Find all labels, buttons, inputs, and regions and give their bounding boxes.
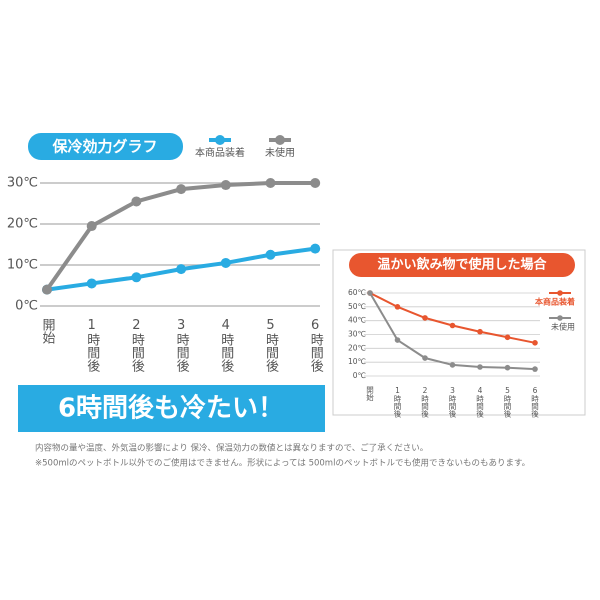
x-tick-label: 3時間後 bbox=[174, 318, 190, 372]
point bbox=[449, 362, 456, 368]
y-tick-label: 30℃ bbox=[348, 330, 366, 339]
point bbox=[504, 364, 511, 371]
point bbox=[422, 355, 428, 361]
x-tick-label: 開始 bbox=[40, 318, 56, 344]
banner: 6時間後も冷たい！ bbox=[58, 393, 284, 424]
y-tick-label: 30℃ bbox=[7, 176, 38, 191]
legend-label: 未使用 bbox=[551, 322, 575, 332]
point bbox=[131, 196, 142, 207]
point bbox=[477, 364, 483, 370]
title-pill bbox=[28, 133, 183, 160]
y-tick-label: 20℃ bbox=[348, 343, 366, 352]
point bbox=[265, 178, 276, 188]
title-pill bbox=[349, 253, 575, 277]
legend-label: 本商品装着 bbox=[195, 146, 245, 159]
x-tick-label: 5時間後 bbox=[503, 386, 512, 418]
legend-dot bbox=[557, 315, 563, 321]
point bbox=[42, 284, 52, 295]
x-tick-label: 4時間後 bbox=[218, 318, 234, 372]
point bbox=[86, 278, 97, 289]
point bbox=[310, 243, 321, 254]
chart-title: 保冷効力グラフ bbox=[51, 138, 157, 156]
point bbox=[176, 184, 187, 195]
point bbox=[131, 272, 142, 283]
point bbox=[449, 322, 456, 329]
legend-dot bbox=[557, 290, 563, 296]
x-tick-label: 開始 bbox=[365, 386, 374, 403]
point bbox=[86, 221, 97, 232]
point bbox=[394, 304, 401, 310]
note: ※500mlのペットボトル以外でのご使用はできません。形状によっては 500ml… bbox=[35, 458, 530, 469]
legend-dot bbox=[275, 135, 285, 145]
point bbox=[504, 334, 511, 341]
chart-title: 温かい飲み物で使用した場合 bbox=[377, 257, 547, 273]
y-tick-label: 10℃ bbox=[348, 357, 366, 366]
point bbox=[532, 366, 538, 372]
banner-box bbox=[18, 385, 325, 432]
x-tick-label: 6時間後 bbox=[530, 386, 539, 418]
y-tick-label: 20℃ bbox=[7, 217, 38, 232]
y-tick-label: 0℃ bbox=[15, 299, 38, 314]
x-tick-label: 1時間後 bbox=[84, 318, 100, 372]
point bbox=[367, 290, 373, 296]
x-tick-label: 5時間後 bbox=[263, 318, 279, 372]
point bbox=[220, 180, 231, 191]
x-tick-label: 6時間後 bbox=[308, 318, 324, 372]
point bbox=[394, 337, 401, 343]
y-tick-label: 0℃ bbox=[353, 371, 366, 380]
point bbox=[310, 178, 321, 188]
y-tick-label: 50℃ bbox=[348, 302, 366, 311]
point bbox=[265, 249, 276, 260]
legend-label: 本商品装着 bbox=[534, 297, 575, 307]
y-tick-label: 40℃ bbox=[348, 316, 366, 325]
x-tick-label: 4時間後 bbox=[475, 386, 484, 418]
x-tick-label: 3時間後 bbox=[448, 386, 457, 418]
point bbox=[477, 328, 483, 335]
point bbox=[532, 340, 538, 346]
point bbox=[220, 257, 231, 268]
x-tick-label: 1時間後 bbox=[393, 386, 402, 418]
y-tick-label: 10℃ bbox=[7, 258, 38, 273]
point bbox=[176, 264, 187, 275]
legend-dot bbox=[215, 135, 225, 145]
x-tick-label: 2時間後 bbox=[420, 386, 429, 418]
y-tick-label: 60℃ bbox=[348, 288, 366, 297]
x-tick-label: 2時間後 bbox=[129, 318, 145, 372]
point bbox=[422, 315, 428, 321]
panel bbox=[332, 249, 586, 416]
note: 内容物の量や温度、外気温の影響により 保冷、保温効力の数値とは異なりますので、ご… bbox=[35, 443, 428, 454]
legend-label: 未使用 bbox=[265, 146, 295, 159]
